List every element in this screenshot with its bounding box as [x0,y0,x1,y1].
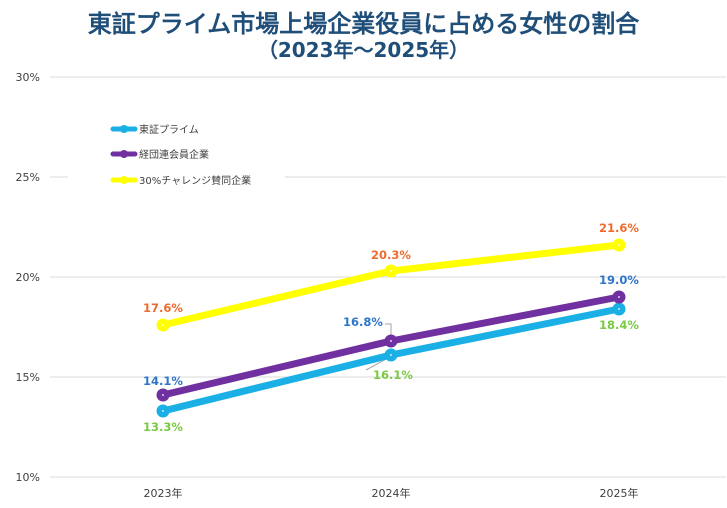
y-tick-label: 30% [16,71,40,84]
series-lines [156,238,626,418]
data-label: 16.8% [343,315,383,329]
data-point-center [618,296,620,298]
data-point-center [390,270,392,272]
data-label: 19.0% [599,273,639,287]
y-tick-label: 25% [16,171,40,184]
x-tick-label: 2025年 [600,486,639,500]
legend-marker [120,125,128,133]
gridlines [50,76,726,478]
legend-marker [120,150,128,158]
data-point-center [390,340,392,342]
data-labels: 13.3% 16.1% 18.4% 14.1% 16.8% 19.0% 17.6% 20.3%… [143,221,639,434]
data-label: 14.1% [143,374,183,388]
y-tick-label: 20% [16,271,40,284]
data-point-center [162,410,164,412]
x-axis: 2023年 2024年 2025年 [144,486,639,500]
legend-label: 30%チャレンジ賛同企業 [139,174,251,187]
chart-title: 東証プライム市場上場企業役員に占める女性の割合 [87,10,640,38]
data-label: 13.3% [143,420,183,434]
legend-label: 経団連会員企業 [139,148,209,161]
legend-marker [120,176,128,184]
data-label: 16.1% [373,368,413,382]
x-tick-label: 2023年 [144,486,183,500]
legend-label: 東証プライム [139,123,199,136]
data-point-center [162,394,164,396]
data-point-center [618,244,620,246]
y-tick-label: 15% [16,371,40,384]
data-label: 20.3% [371,248,411,262]
chart-subtitle: （2023年～2025年） [257,38,470,62]
data-label: 17.6% [143,301,183,315]
y-axis: 10% 15% 20% 25% 30% [16,71,40,484]
y-tick-label: 10% [16,471,40,484]
data-point-center [390,354,392,356]
data-point-center [162,324,164,326]
leader-line [385,323,392,336]
data-label: 21.6% [599,221,639,235]
data-point-center [618,308,620,310]
x-tick-label: 2024年 [372,486,411,500]
data-label: 18.4% [599,318,639,332]
